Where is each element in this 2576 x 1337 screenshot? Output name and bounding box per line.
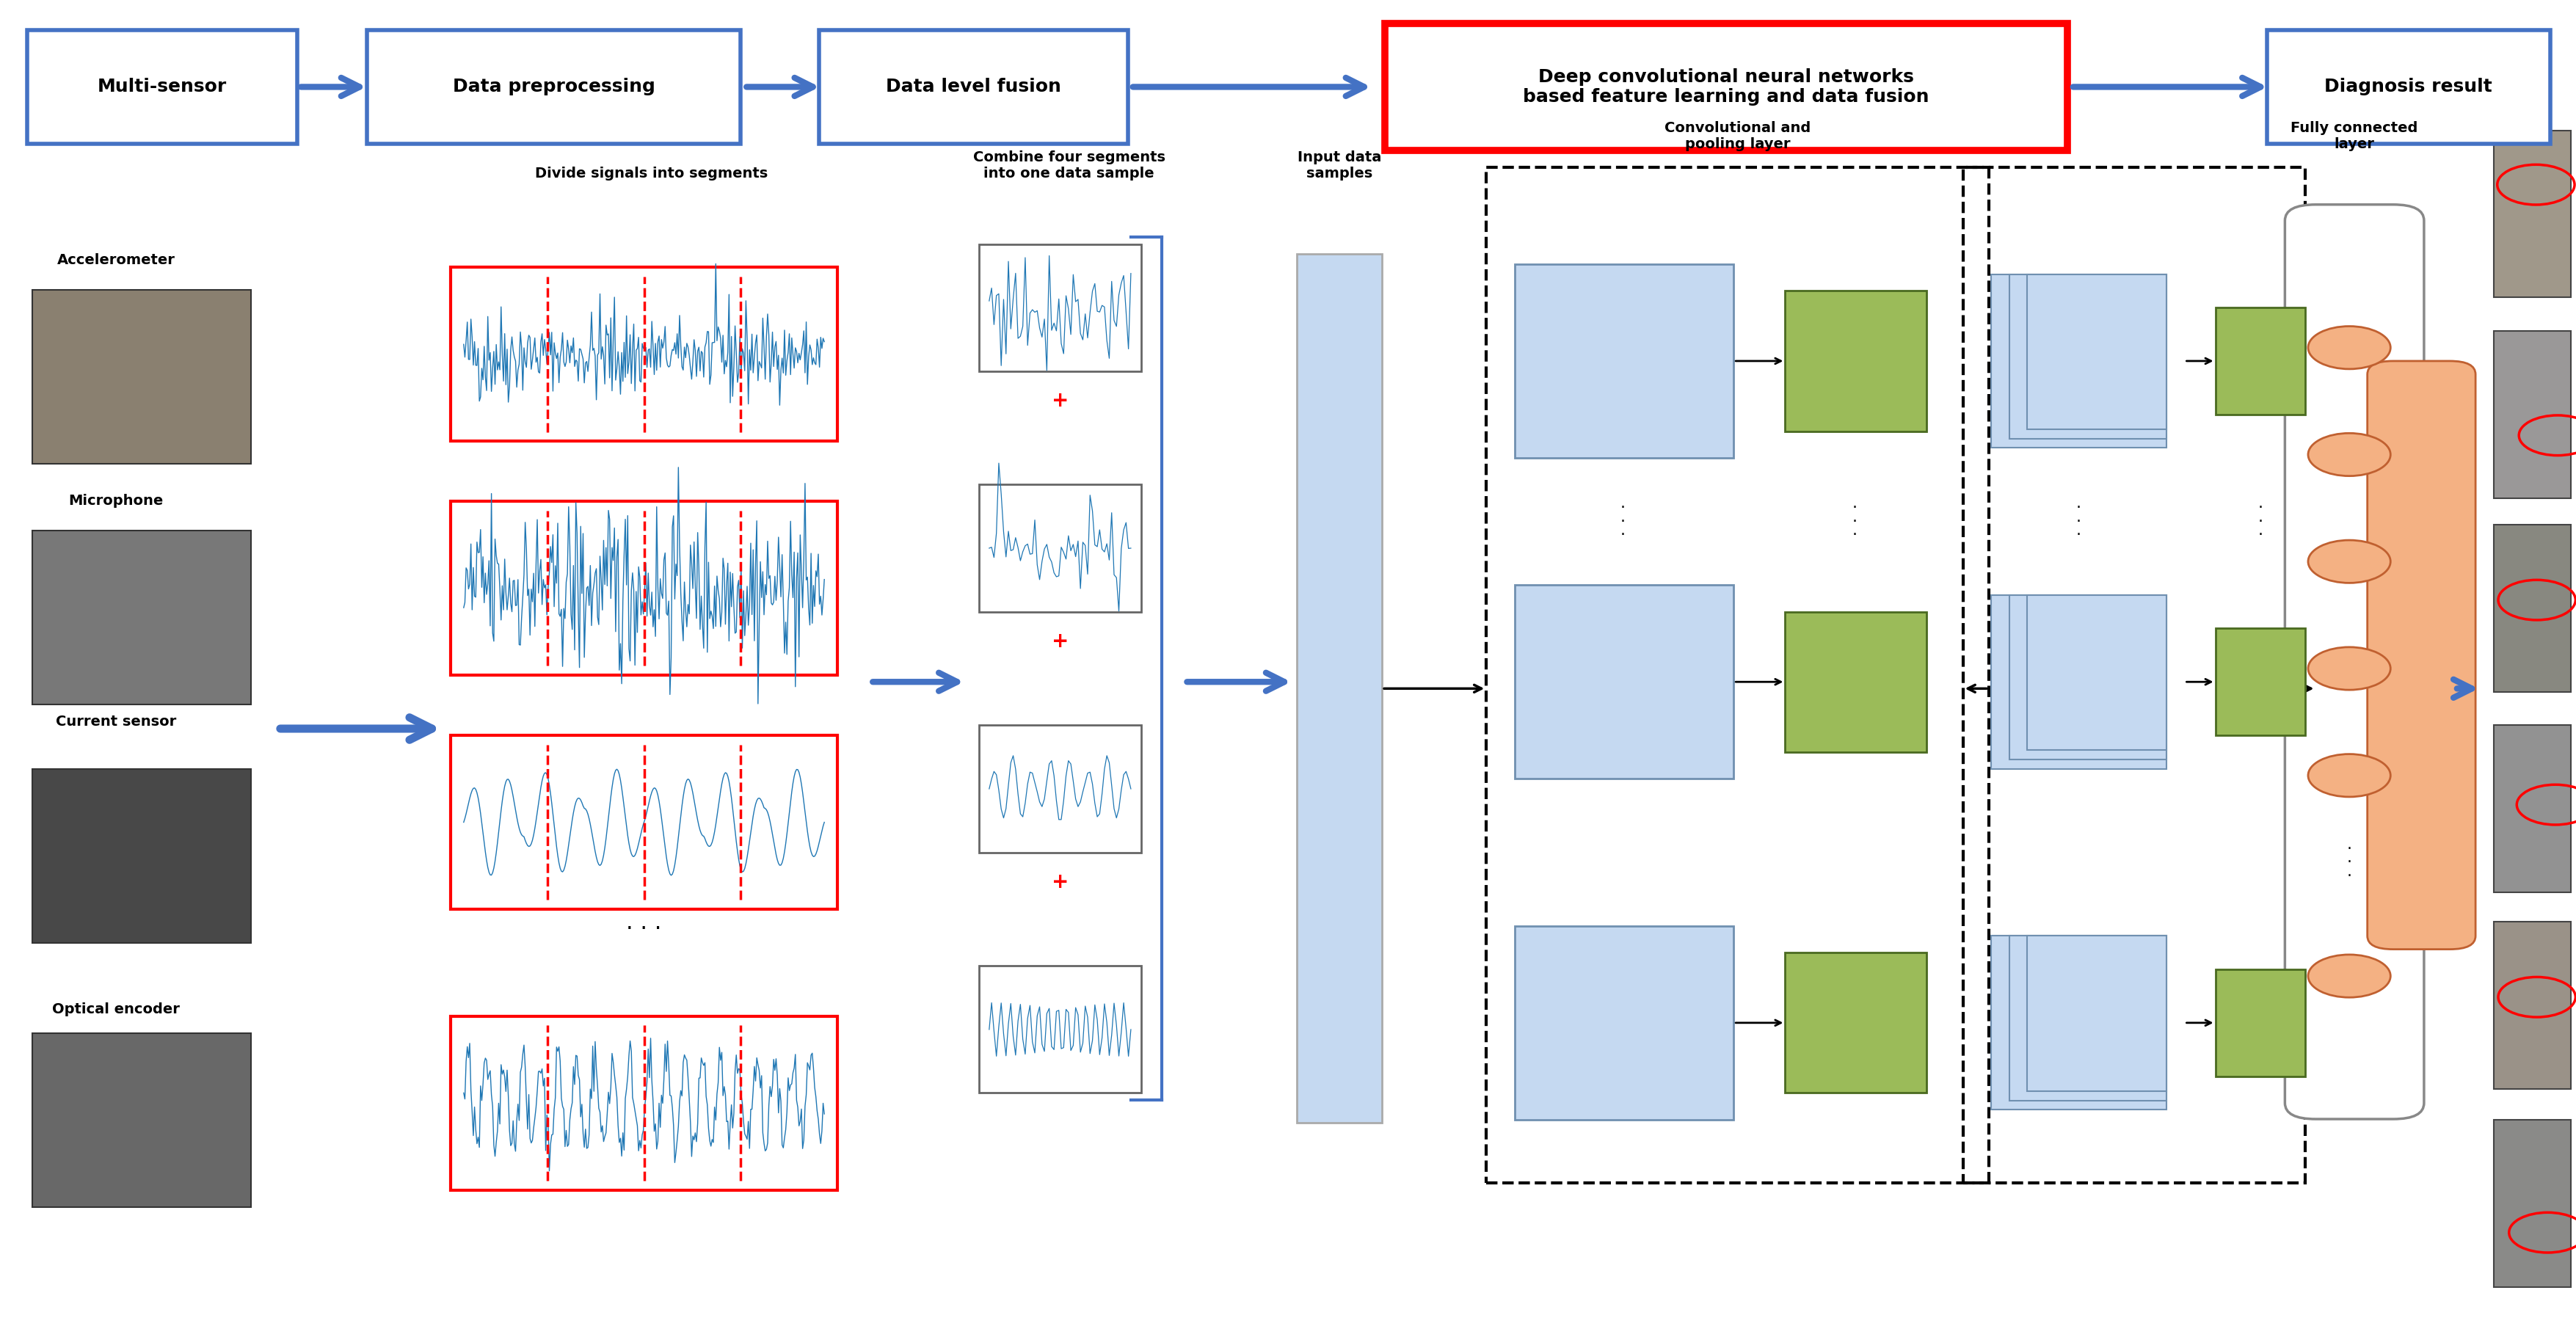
Text: Microphone: Microphone: [70, 495, 162, 508]
Text: Current sensor: Current sensor: [57, 715, 175, 729]
Bar: [2494, 524, 2571, 691]
Bar: [1515, 925, 1734, 1120]
Bar: [2494, 1119, 2571, 1286]
Text: Combine four segments
into one data sample: Combine four segments into one data samp…: [974, 150, 1164, 180]
Bar: [33, 290, 252, 464]
Bar: [1991, 595, 2166, 769]
Bar: [2215, 969, 2306, 1076]
Bar: [1515, 586, 1734, 778]
Circle shape: [2308, 955, 2391, 997]
Text: +: +: [1051, 872, 1069, 892]
FancyBboxPatch shape: [2285, 205, 2424, 1119]
Text: Optical encoder: Optical encoder: [52, 1003, 180, 1016]
Bar: [33, 769, 252, 943]
FancyBboxPatch shape: [2367, 361, 2476, 949]
Text: Data preprocessing: Data preprocessing: [453, 78, 654, 96]
Bar: [2215, 628, 2306, 735]
Text: Fully connected
layer: Fully connected layer: [2290, 120, 2419, 151]
Bar: [1785, 952, 1927, 1094]
Bar: [1785, 612, 1927, 751]
Circle shape: [2308, 754, 2391, 797]
Text: +: +: [1051, 390, 1069, 410]
Text: ·
·
·: · · ·: [1620, 500, 1625, 543]
Bar: [979, 965, 1141, 1094]
Bar: [451, 735, 837, 909]
Circle shape: [2308, 540, 2391, 583]
Text: · · ·: · · ·: [626, 919, 662, 940]
Circle shape: [2308, 647, 2391, 690]
Text: ·
·
·: · · ·: [2076, 500, 2081, 543]
Bar: [1963, 167, 2306, 1183]
Bar: [1486, 167, 1989, 1183]
Bar: [1386, 23, 2069, 150]
Bar: [1298, 254, 1383, 1123]
Bar: [1785, 291, 1927, 431]
Bar: [2009, 595, 2166, 759]
Bar: [451, 501, 837, 675]
Bar: [2494, 725, 2571, 893]
Bar: [979, 485, 1141, 612]
Bar: [2267, 29, 2550, 143]
Bar: [28, 29, 299, 143]
Text: Multi-sensor: Multi-sensor: [98, 78, 227, 96]
Bar: [451, 267, 837, 441]
Text: Convolutional and
pooling layer: Convolutional and pooling layer: [1664, 120, 1811, 151]
Bar: [33, 531, 252, 705]
Text: ·
·
·: · · ·: [2259, 500, 2262, 543]
Bar: [2494, 923, 2571, 1088]
Bar: [2215, 308, 2306, 414]
Bar: [2494, 130, 2571, 297]
Bar: [451, 1016, 837, 1190]
Bar: [368, 29, 742, 143]
Bar: [2027, 595, 2166, 750]
Text: Accelerometer: Accelerometer: [57, 254, 175, 267]
Bar: [1515, 265, 1734, 457]
Circle shape: [2308, 433, 2391, 476]
Text: Input data
samples: Input data samples: [1298, 150, 1381, 180]
Text: Divide signals into segments: Divide signals into segments: [536, 167, 768, 180]
Bar: [979, 243, 1141, 370]
Bar: [1991, 936, 2166, 1110]
Text: +: +: [1051, 631, 1069, 651]
Text: ·
·
·: · · ·: [2347, 841, 2352, 884]
Bar: [2027, 274, 2166, 429]
Text: Deep convolutional neural networks
based feature learning and data fusion: Deep convolutional neural networks based…: [1522, 68, 1929, 106]
Bar: [2009, 274, 2166, 439]
Bar: [33, 1034, 252, 1207]
Text: Diagnosis result: Diagnosis result: [2324, 78, 2494, 96]
Text: Data level fusion: Data level fusion: [886, 78, 1061, 96]
Bar: [979, 725, 1141, 853]
Bar: [2009, 936, 2166, 1100]
Bar: [2494, 332, 2571, 499]
Bar: [2027, 936, 2166, 1091]
Bar: [819, 29, 1128, 143]
Text: ·
·
·: · · ·: [1852, 500, 1857, 543]
Bar: [1991, 274, 2166, 448]
Circle shape: [2308, 326, 2391, 369]
